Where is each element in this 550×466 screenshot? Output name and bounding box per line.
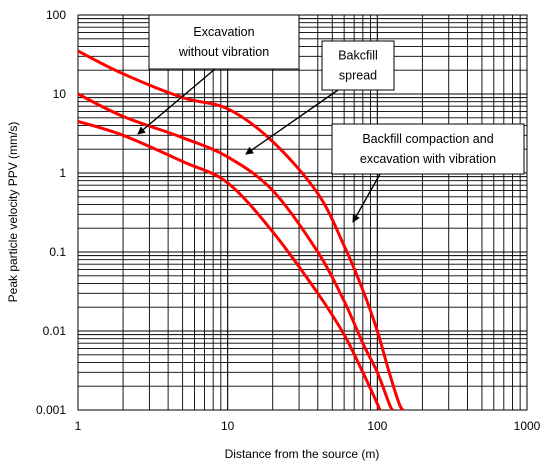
annotation-text-line: excavation with vibration	[360, 152, 496, 166]
annotation-text-line: Bakcfill	[338, 49, 378, 63]
series-lines	[77, 49, 405, 411]
y-tick-label: 1	[59, 166, 66, 180]
annotation-frame	[321, 40, 395, 91]
plot-area-border	[77, 14, 528, 411]
series-line-2	[77, 92, 394, 411]
annotation-arrows	[137, 68, 381, 223]
annotation-frame	[148, 14, 300, 70]
annotation-arrow-3	[352, 173, 381, 223]
annotation-frame	[331, 123, 525, 175]
y-tick-label: 0.1	[49, 245, 66, 259]
y-tick-labels: 0.001 0.01 0.1 1 10 100	[36, 8, 66, 417]
series-line-1	[77, 49, 405, 411]
y-tick-label: 0.001	[36, 403, 66, 417]
y-tick-label: 0.01	[43, 324, 67, 338]
annotation-box-3: Backfill compaction and excavation with v…	[331, 123, 525, 175]
annotation-box-1: Excavation without vibration	[148, 14, 300, 70]
x-tick-label: 100	[367, 419, 387, 433]
annotation-text-line: Excavation	[193, 25, 254, 39]
annotation-arrow-1	[137, 68, 216, 135]
annotation-text-line: Backfill compaction and	[362, 132, 493, 146]
x-tick-label: 10	[221, 419, 235, 433]
annotation-box-2: Bakcfill spread	[321, 40, 395, 91]
x-tick-label: 1	[75, 419, 82, 433]
x-axis-label: Distance from the source (m)	[225, 447, 380, 461]
grid	[78, 14, 528, 410]
annotations: Excavation without vibration Bakcfill sprea…	[148, 14, 525, 175]
x-tick-label: 1000	[514, 419, 541, 433]
x-tick-labels: 1 10 100 1000	[75, 419, 541, 433]
annotation-text-line: spread	[339, 69, 377, 83]
y-tick-label: 10	[53, 87, 67, 101]
y-tick-label: 100	[46, 8, 66, 22]
series-line-3	[77, 119, 382, 411]
y-axis-label: Peak particle velocity PPV (mm/s)	[6, 122, 20, 303]
annotation-text-line: without vibration	[178, 45, 269, 59]
annotation-arrow-2	[245, 89, 339, 155]
